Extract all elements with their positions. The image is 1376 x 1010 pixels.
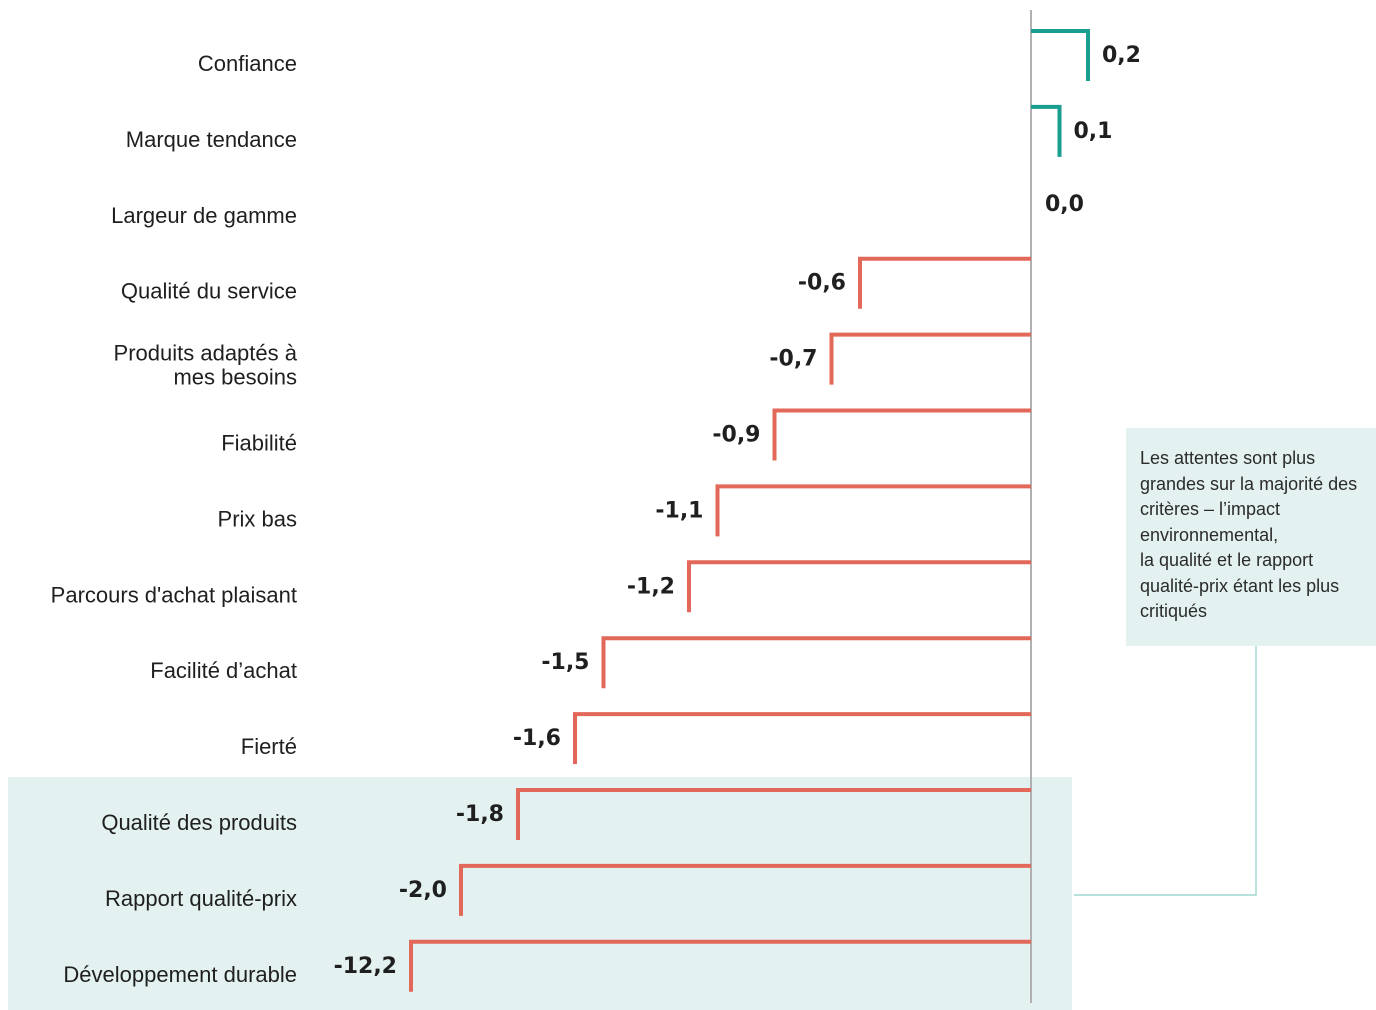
value-label-6: -1,1 (655, 498, 703, 523)
category-label-6: Prix bas (218, 506, 297, 531)
annotation-box: Les attentes sont plus grandes sur la ma… (1126, 428, 1376, 646)
bar-12 (409, 939, 1031, 992)
value-label-10: -1,8 (456, 802, 504, 827)
value-label-8: -1,5 (541, 650, 589, 675)
bar-11 (459, 863, 1031, 916)
category-label-10: Qualité des produits (101, 810, 297, 835)
value-label-2: 0,0 (1045, 192, 1084, 217)
value-label-1: 0,1 (1074, 119, 1113, 144)
bar-9 (573, 712, 1031, 765)
value-label-12: -12,2 (334, 954, 397, 979)
category-label-0: Confiance (198, 51, 297, 76)
bar-0 (1031, 29, 1090, 81)
bar-4 (829, 332, 1031, 385)
category-label-5: Fiabilité (221, 431, 297, 456)
bar-5 (772, 408, 1031, 461)
bar-6 (715, 484, 1031, 537)
bar-3 (858, 256, 1031, 309)
value-label-3: -0,6 (798, 271, 846, 296)
value-label-4: -0,7 (769, 347, 817, 372)
bar-8 (601, 636, 1031, 689)
category-label-7: Parcours d'achat plaisant (51, 582, 297, 607)
value-label-7: -1,2 (627, 574, 675, 599)
bar-7 (687, 560, 1031, 613)
bar-1 (1031, 104, 1062, 157)
category-label-11: Rapport qualité-prix (105, 886, 297, 911)
value-label-0: 0,2 (1102, 43, 1141, 68)
category-label-1: Marque tendance (126, 127, 297, 152)
value-label-5: -0,9 (712, 423, 760, 448)
category-label-8: Facilité d’achat (150, 658, 297, 683)
category-label-4: Produits adaptés à mes besoins (114, 341, 298, 390)
category-label-3: Qualité du service (121, 279, 297, 304)
category-label-12: Développement durable (63, 962, 297, 987)
value-label-11: -2,0 (399, 878, 447, 903)
category-label-2: Largeur de gamme (111, 203, 297, 228)
annotation-connector (1074, 646, 1257, 896)
category-label-9: Fierté (241, 734, 297, 759)
bar-10 (516, 788, 1031, 840)
value-label-9: -1,6 (513, 726, 561, 751)
highlight-band (8, 777, 1072, 1010)
